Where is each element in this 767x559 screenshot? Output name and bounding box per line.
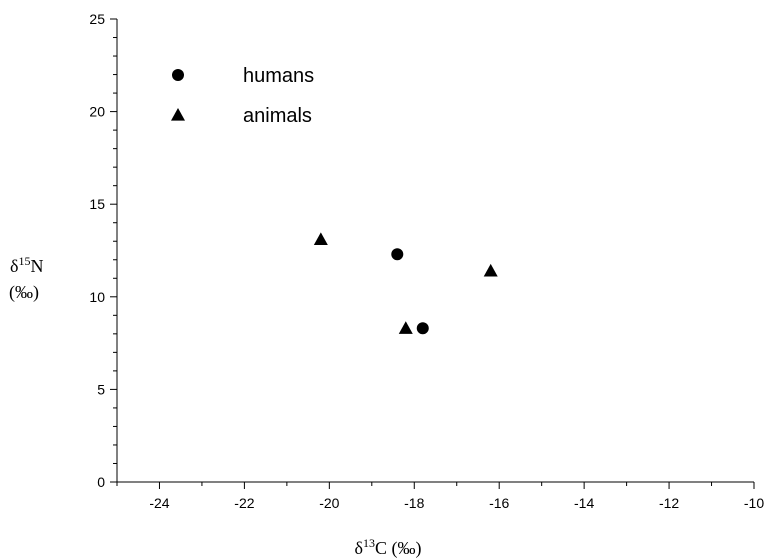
y-axis-title: δ15N [10, 254, 43, 276]
legend-animals-marker [171, 108, 185, 121]
legend-humans-marker [172, 69, 184, 81]
y-axis: 0 5 10 15 20 25 [89, 11, 117, 490]
animals-point [398, 321, 413, 334]
y-tick-label: 15 [89, 196, 105, 212]
x-tick-label: -12 [659, 495, 679, 511]
x-tick-label: -10 [744, 495, 764, 511]
y-tick-label: 20 [89, 104, 105, 120]
x-tick-label: -16 [489, 495, 509, 511]
x-tick-label: -18 [404, 495, 424, 511]
humans-point [391, 248, 404, 261]
plot-frame [116, 19, 754, 483]
x-axis: -24 -22 -20 -18 -16 -14 -12 -10 [116, 482, 764, 511]
legend-animals-label: animals [243, 105, 312, 127]
legend: humans animals [171, 65, 314, 127]
y-tick-label: 5 [97, 381, 105, 397]
x-tick-label: -22 [234, 495, 254, 511]
x-tick-label: -24 [149, 495, 169, 511]
animals-point [313, 232, 328, 245]
x-tick-label: -20 [319, 495, 339, 511]
humans-point [416, 322, 429, 335]
axis-titles: δ15N (‰) δ13C (‰) [9, 254, 421, 559]
y-tick-label: 0 [97, 474, 105, 490]
data-points [313, 232, 498, 335]
x-axis-title: δ13C (‰) [355, 536, 422, 559]
legend-humans-label: humans [243, 65, 314, 87]
x-tick-label: -14 [574, 495, 594, 511]
animals-point [483, 263, 498, 277]
y-tick-label: 10 [89, 289, 105, 305]
y-axis-unit: (‰) [9, 282, 39, 303]
y-tick-label: 25 [89, 11, 105, 27]
